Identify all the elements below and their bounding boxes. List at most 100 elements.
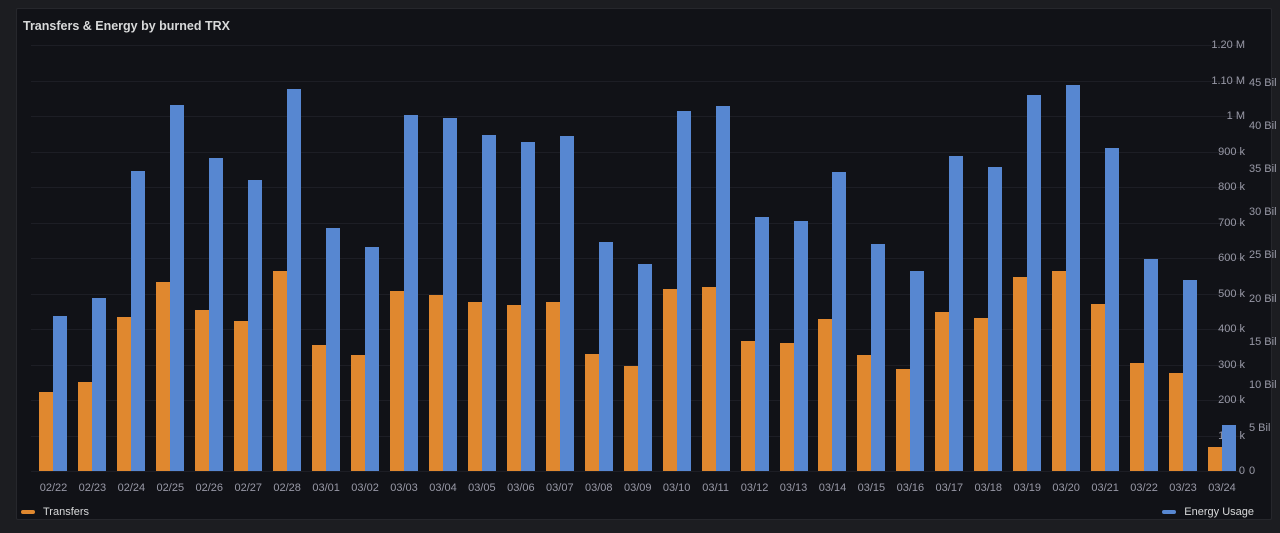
bar-transfers[interactable] xyxy=(117,316,132,471)
bar-energy-usage[interactable] xyxy=(326,227,341,471)
bar-transfers[interactable] xyxy=(467,301,482,471)
x-axis-tick: 03/18 xyxy=(974,482,1003,494)
bar-transfers[interactable] xyxy=(818,318,833,471)
bar-transfers[interactable] xyxy=(1169,372,1184,471)
bar-transfers[interactable] xyxy=(312,344,327,471)
bar-transfers[interactable] xyxy=(506,305,521,471)
bar-energy-usage[interactable] xyxy=(1105,147,1120,471)
bar-energy-usage[interactable] xyxy=(92,297,107,471)
y-axis-left-tick: 400 k xyxy=(1218,323,1245,335)
bar-transfers[interactable] xyxy=(896,369,911,471)
y-axis-left-tick: 0 xyxy=(1238,465,1245,477)
x-axis-tick: 02/22 xyxy=(39,482,68,494)
legend-label-transfers: Transfers xyxy=(43,506,90,518)
bar-energy-usage[interactable] xyxy=(365,246,380,471)
bar-energy-usage[interactable] xyxy=(1144,258,1159,471)
bar-transfers[interactable] xyxy=(1091,304,1106,471)
bar-energy-usage[interactable] xyxy=(871,244,886,471)
bar-energy-usage[interactable] xyxy=(949,156,964,471)
y-axis-left-tick: 1.20 M xyxy=(1211,39,1245,51)
bar-energy-usage[interactable] xyxy=(248,179,263,471)
bar-energy-usage[interactable] xyxy=(754,216,769,471)
bar-transfers[interactable] xyxy=(935,311,950,471)
legend-item-transfers[interactable]: Transfers xyxy=(21,504,89,520)
bar-energy-usage[interactable] xyxy=(1066,84,1081,471)
gridline xyxy=(31,187,1243,188)
bar-energy-usage[interactable] xyxy=(1027,95,1042,471)
panel-title[interactable]: Transfers & Energy by burned TRX xyxy=(23,19,230,33)
x-axis-tick: 03/19 xyxy=(1013,482,1041,494)
bar-energy-usage[interactable] xyxy=(481,134,496,471)
x-axis-tick: 03/04 xyxy=(429,482,457,494)
bar-transfers[interactable] xyxy=(1207,446,1222,471)
bar-energy-usage[interactable] xyxy=(598,242,613,471)
bar-energy-usage[interactable] xyxy=(676,110,691,471)
bar-transfers[interactable] xyxy=(273,271,288,471)
gridline xyxy=(31,258,1243,259)
y-axis-left-tick: 500 k xyxy=(1218,287,1245,300)
x-axis-tick: 02/25 xyxy=(156,482,185,494)
y-axis-left-tick: 900 k xyxy=(1218,145,1245,158)
bar-transfers[interactable] xyxy=(662,288,677,471)
bar-transfers[interactable] xyxy=(701,286,716,471)
bar-transfers[interactable] xyxy=(1052,271,1067,471)
bar-energy-usage[interactable] xyxy=(1221,425,1236,471)
x-axis-tick: 02/24 xyxy=(117,482,146,494)
x-axis-tick: 03/22 xyxy=(1130,482,1158,494)
bar-energy-usage[interactable] xyxy=(559,135,574,471)
bar-energy-usage[interactable] xyxy=(715,106,730,471)
bar-energy-usage[interactable] xyxy=(287,88,302,471)
x-axis-tick: 02/27 xyxy=(234,482,262,494)
bar-transfers[interactable] xyxy=(545,302,560,471)
gridline xyxy=(31,45,1243,46)
bar-energy-usage[interactable] xyxy=(442,118,457,471)
bar-energy-usage[interactable] xyxy=(53,315,68,471)
bar-transfers[interactable] xyxy=(428,294,443,471)
bar-energy-usage[interactable] xyxy=(520,142,535,471)
bar-energy-usage[interactable] xyxy=(988,166,1003,471)
bar-transfers[interactable] xyxy=(779,342,794,471)
y-axis-right-tick: 5 Bil xyxy=(1249,421,1271,434)
bar-transfers[interactable] xyxy=(623,365,638,471)
bar-transfers[interactable] xyxy=(584,354,599,471)
bar-transfers[interactable] xyxy=(156,281,171,471)
bar-energy-usage[interactable] xyxy=(209,157,224,471)
bar-energy-usage[interactable] xyxy=(793,220,808,471)
bar-transfers[interactable] xyxy=(351,354,366,471)
y-axis-left-tick: 700 k xyxy=(1218,216,1245,229)
bar-energy-usage[interactable] xyxy=(637,264,652,471)
y-axis-left-tick: 1 M xyxy=(1226,110,1245,122)
bar-transfers[interactable] xyxy=(234,320,249,471)
bar-transfers[interactable] xyxy=(740,341,755,471)
bar-energy-usage[interactable] xyxy=(910,270,925,471)
gridline xyxy=(31,329,1243,330)
bar-energy-usage[interactable] xyxy=(404,114,419,471)
y-axis-right-tick: 25 Bil xyxy=(1249,249,1277,262)
bar-energy-usage[interactable] xyxy=(1183,280,1198,471)
gridline xyxy=(31,116,1243,117)
bar-transfers[interactable] xyxy=(974,317,989,471)
legend-swatch-transfers xyxy=(21,510,35,514)
bar-transfers[interactable] xyxy=(390,291,405,471)
bar-energy-usage[interactable] xyxy=(170,104,185,471)
legend-item-energy[interactable]: Energy Usage xyxy=(1162,504,1254,520)
legend-swatch-energy xyxy=(1162,510,1177,514)
x-axis-tick: 03/20 xyxy=(1052,482,1080,494)
x-axis-tick: 03/03 xyxy=(390,482,418,494)
bar-transfers[interactable] xyxy=(39,392,54,471)
x-axis-tick: 03/06 xyxy=(507,482,535,494)
bar-transfers[interactable] xyxy=(1130,362,1145,471)
bar-energy-usage[interactable] xyxy=(131,170,146,471)
bar-transfers[interactable] xyxy=(857,355,872,471)
y-axis-left-tick: 1.10 M xyxy=(1211,74,1245,87)
bar-transfers[interactable] xyxy=(195,309,210,471)
bar-transfers[interactable] xyxy=(78,381,93,471)
legend-label-energy: Energy Usage xyxy=(1184,506,1254,518)
y-axis-right-tick: 30 Bil xyxy=(1249,206,1277,219)
x-axis-tick: 03/07 xyxy=(546,482,574,494)
x-axis-tick: 03/11 xyxy=(702,482,729,494)
bar-transfers[interactable] xyxy=(1013,276,1028,471)
bar-energy-usage[interactable] xyxy=(832,171,847,471)
